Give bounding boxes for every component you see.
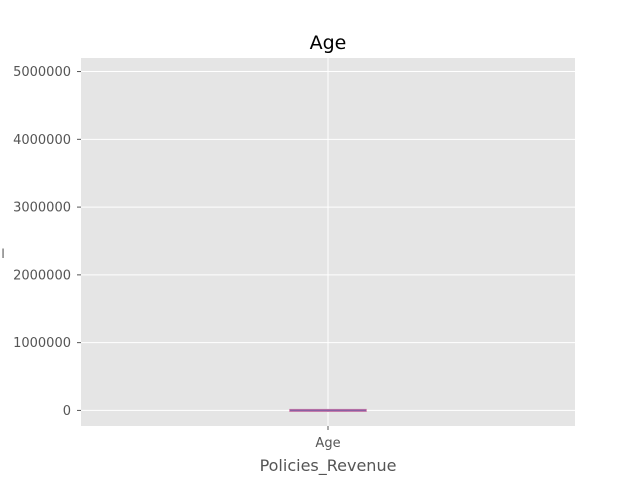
x-tick-label: Age: [315, 436, 340, 451]
grid-lines: [81, 58, 575, 426]
y-tick-label: 2000000: [13, 268, 71, 283]
x-axis-ticks: Age: [315, 426, 341, 451]
y-axis-label: l: [1, 247, 4, 261]
y-tick-label: 1000000: [13, 336, 71, 351]
box-elements: [289, 408, 367, 412]
y-tick-label: 4000000: [13, 133, 71, 148]
y-axis-ticks: 0 1000000 2000000 3000000 4000000 5000000: [13, 65, 81, 419]
y-tick-label: 0: [63, 404, 71, 419]
y-tick-label: 5000000: [13, 65, 71, 80]
y-tick-label: 3000000: [13, 201, 71, 216]
chart-title: Age: [310, 32, 347, 54]
x-axis-label: Policies_Revenue: [260, 456, 397, 476]
